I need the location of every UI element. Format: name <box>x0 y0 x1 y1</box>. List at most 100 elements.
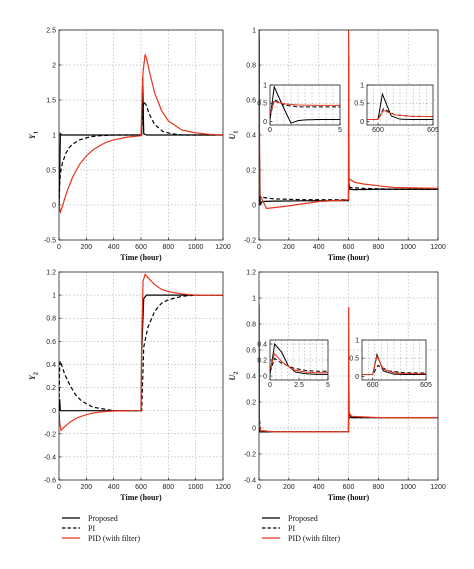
legend-label: PID (with filter) <box>88 534 140 543</box>
y-tick-label: 1.5 <box>46 98 56 105</box>
x-axis-label: Time (hour) <box>328 253 370 262</box>
y-tick-label: 0 <box>263 119 267 126</box>
y-tick-label: 1 <box>252 28 256 35</box>
y-tick-label: 1 <box>355 338 359 345</box>
plot-frame <box>58 271 224 481</box>
y-tick-label: 1 <box>360 83 364 90</box>
y-tick-label: -0.5 <box>44 238 56 245</box>
x-tick-label: 800 <box>162 484 174 491</box>
x-tick-label: 200 <box>80 484 92 491</box>
legend-label: PID (with filter) <box>288 534 340 543</box>
inset-plot: 0 5 0 0.5 1 <box>257 83 342 135</box>
svg-text:U1: U1 <box>228 130 240 139</box>
x-tick-label: 600 <box>367 382 379 389</box>
legend-label: PI <box>288 524 295 533</box>
y-axis-label-main: Y <box>28 374 37 380</box>
y-axis-label-subscript: 2 <box>33 372 40 375</box>
y-tick-label: 0.5 <box>354 101 364 108</box>
series-line-pid-with-filter <box>362 354 426 376</box>
legend-label: PI <box>88 524 95 533</box>
series-line-pid-with-filter <box>259 30 438 210</box>
y-tick-label: 0.4 <box>257 342 267 349</box>
x-tick-label: 200 <box>80 244 92 251</box>
x-tick-label: 200 <box>283 244 295 251</box>
y-tick-label: -0.2 <box>244 238 256 245</box>
chart-panel-2: 0 200 400 600 800 1000 1200-0.200.20.40.60.81T… <box>228 28 446 263</box>
y-tick-label: 0 <box>252 203 256 210</box>
plot-frame <box>361 339 427 381</box>
x-tick-label: 1000 <box>188 244 204 251</box>
series-line-pid-with-filter <box>270 352 328 374</box>
chart-panel-4: 0 200 400 600 800 1000 1200-0.4-0.200.20.40.60… <box>228 270 446 503</box>
y-tick-label: 1 <box>52 293 56 300</box>
x-tick-label: 1200 <box>430 484 446 491</box>
plot-frame <box>58 29 224 241</box>
chart-panel-3: 0 200 400 600 800 1000 1200 -0.6 -0.4 -0.2 0 0.2 0.4… <box>28 270 231 503</box>
y-tick-label: 0.6 <box>246 98 256 105</box>
y-tick-label: 2.5 <box>46 28 56 35</box>
x-tick-label: 800 <box>372 244 384 251</box>
y-axis-label-main: U <box>228 133 237 140</box>
x-tick-label: 800 <box>372 484 384 491</box>
y-axis-label: U1 <box>228 130 240 139</box>
y-tick-label: 0.2 <box>246 168 256 175</box>
y-tick-label: 1 <box>52 133 56 140</box>
y-axis-label-subscript: 2 <box>233 371 240 374</box>
y-tick-label: 2 <box>52 63 56 70</box>
x-tick-label: 5 <box>338 127 342 134</box>
x-tick-label: 400 <box>313 484 325 491</box>
y-tick-label: 0.2 <box>246 400 256 407</box>
svg-text:U2: U2 <box>228 371 240 380</box>
legend-label: Proposed <box>288 514 318 523</box>
y-axis-label: Y1 <box>28 131 40 139</box>
x-tick-label: 1000 <box>400 484 416 491</box>
y-tick-label: 0.5 <box>257 101 267 108</box>
x-tick-label: 1200 <box>430 244 446 251</box>
x-tick-label: 400 <box>108 244 120 251</box>
x-tick-label: 600 <box>135 484 147 491</box>
y-tick-label: 0.5 <box>46 168 56 175</box>
x-tick-label: 200 <box>283 484 295 491</box>
x-tick-label: 800 <box>162 244 174 251</box>
series-line-pid-with-filter <box>259 304 438 433</box>
y-tick-label: 0 <box>52 408 56 415</box>
series-line-proposed <box>270 85 340 124</box>
inset-plot: 600 605 0 0.5 1 <box>354 83 439 135</box>
y-tick-label: 0.8 <box>246 63 256 70</box>
chart-panel-1: 0 200 400 600 800 1000 1200-0.500.511.522.5Tim… <box>28 28 231 263</box>
y-tick-label: -0.4 <box>244 478 256 485</box>
plot-frame <box>258 29 439 241</box>
y-tick-label: 0.8 <box>46 316 56 323</box>
y-tick-label: 0.4 <box>246 374 256 381</box>
y-tick-label: 0 <box>360 119 364 126</box>
x-axis-label: Time (hour) <box>328 493 370 502</box>
y-tick-label: -0.4 <box>44 454 56 461</box>
series-line-pi <box>59 99 223 206</box>
x-tick-label: 600 <box>372 127 384 134</box>
y-tick-label: -0.2 <box>244 452 256 459</box>
y-axis-label: U2 <box>228 371 240 380</box>
y-tick-label: -0.2 <box>44 431 56 438</box>
x-tick-label: 0 <box>268 127 272 134</box>
y-tick-label: 1 <box>263 83 267 90</box>
plot-frame <box>269 84 341 126</box>
series-line-pid-with-filter <box>59 273 223 432</box>
x-tick-label: 0 <box>57 244 61 251</box>
x-tick-label: 605 <box>420 382 432 389</box>
y-tick-label: 1.2 <box>246 270 256 277</box>
x-tick-label: 600 <box>343 244 355 251</box>
y-tick-label: 0.4 <box>246 133 256 140</box>
x-tick-label: 1200 <box>215 244 231 251</box>
x-tick-label: 400 <box>313 244 325 251</box>
y-tick-label: 0 <box>355 374 359 381</box>
x-tick-label: 0 <box>57 484 61 491</box>
series-line-pid-with-filter <box>270 100 340 115</box>
plot-frame <box>258 271 439 481</box>
y-tick-label: 1 <box>252 296 256 303</box>
x-axis-label: Time (hour) <box>120 253 162 262</box>
y-axis-label-subscript: 1 <box>233 130 240 133</box>
y-tick-label: 0 <box>252 426 256 433</box>
y-tick-label: 0.4 <box>46 362 56 369</box>
inset-plot: 0 2.5 5 0 0.2 0.4 <box>257 339 330 389</box>
